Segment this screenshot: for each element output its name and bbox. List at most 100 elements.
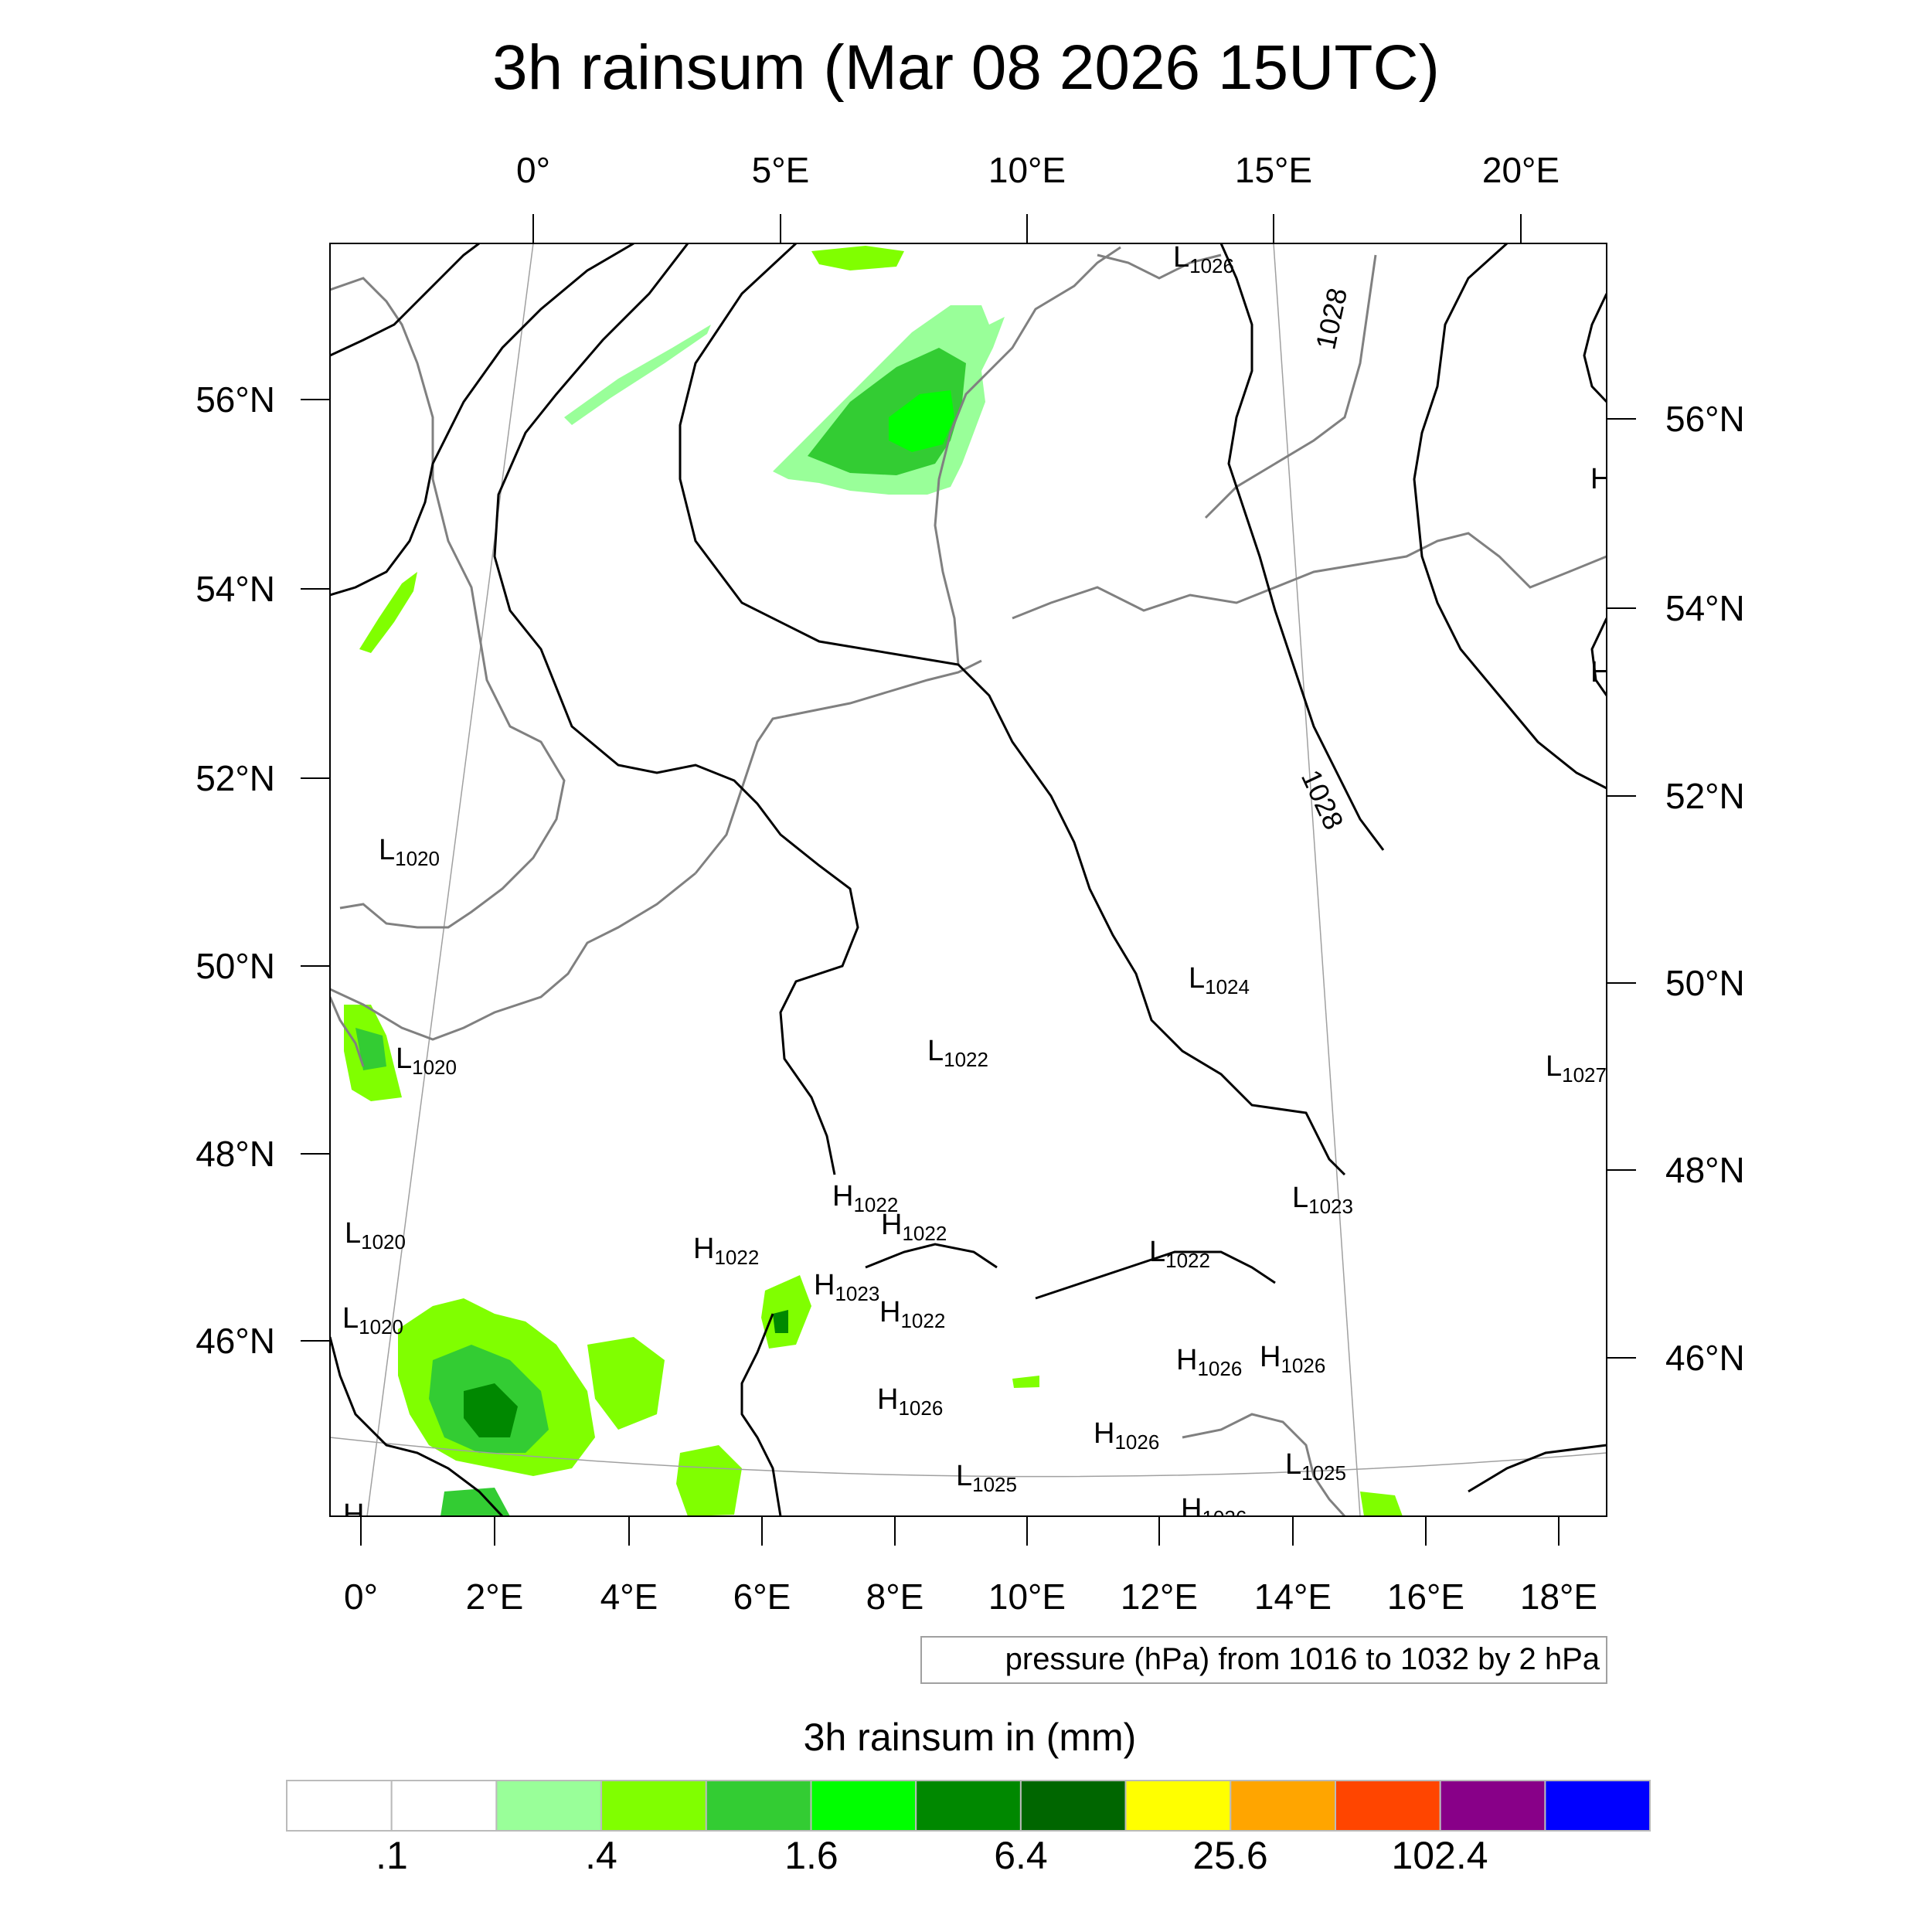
rain-area-top-strip — [811, 246, 904, 270]
pressure-center-label: L1025 — [1285, 1448, 1346, 1485]
isobar-11 — [865, 1243, 998, 1269]
rain-area-north-streak — [564, 325, 711, 425]
pressure-center-label: L1022 — [927, 1035, 988, 1071]
colorbar-box — [1124, 1780, 1232, 1832]
rain-area-channel-core — [355, 1028, 386, 1070]
colorbar-box — [810, 1780, 917, 1832]
pressure-center-label: H1026 — [877, 1383, 943, 1420]
left-axis: 56°N 54°N 52°N 50°N 48°N 46°N — [196, 379, 330, 1361]
pressure-center-label: H — [1590, 656, 1611, 689]
right-lat-label: 48°N — [1665, 1150, 1745, 1190]
left-lat-label: 48°N — [196, 1134, 275, 1174]
isobar-3 — [493, 243, 859, 1175]
left-lat-label: 46°N — [196, 1321, 275, 1361]
coast-uk-east — [330, 277, 566, 929]
rain-area-south-west — [440, 1488, 510, 1516]
map-background — [330, 243, 1607, 1516]
pressure-center-label: H1022 — [693, 1233, 759, 1269]
pressure-center-label: L1023 — [1292, 1182, 1353, 1218]
rain-area-southeast — [1360, 1492, 1403, 1516]
contour-info-box: pressure (hPa) from 1016 to 1032 by 2 hP… — [920, 1636, 1607, 1684]
pressure-center-label: L1020 — [342, 1302, 403, 1338]
colorbar-box — [495, 1780, 603, 1832]
pressure-center-label: H1023 — [814, 1269, 879, 1305]
coast-europe-west — [694, 659, 982, 874]
pressure-center-label: H1022 — [832, 1180, 898, 1216]
colorbar-box — [705, 1780, 812, 1832]
coast-norway — [1097, 253, 1222, 280]
isobar-8 — [1583, 293, 1607, 403]
bottom-lon-label: 10°E — [988, 1577, 1066, 1617]
top-lon-label: 15°E — [1235, 150, 1312, 190]
pressure-center-label: H1022 — [881, 1209, 947, 1245]
pressure-center-label: L1027 — [1546, 1050, 1607, 1087]
isobar-4 — [679, 243, 1346, 1176]
bottom-lon-label: 18°E — [1520, 1577, 1597, 1617]
map-panel: 1028 1028 L1026 L1020 L1020 L1024 L1022 … — [329, 243, 1611, 1529]
colorbar-title: 3h rainsum in (mm) — [804, 1716, 1137, 1759]
left-lat-label: 52°N — [196, 758, 275, 798]
isobar-12 — [1035, 1250, 1276, 1300]
right-axis: 56°N 54°N 52°N 50°N 48°N 46°N — [1607, 399, 1745, 1378]
pressure-center-label: L1024 — [1189, 962, 1250, 998]
pressure-center-label: L1020 — [379, 834, 440, 870]
coast-france-biscay — [330, 996, 365, 1067]
colorbar-box — [1019, 1780, 1127, 1832]
colorbar-tick-label: 25.6 — [1192, 1834, 1267, 1877]
colorbar-box — [600, 1780, 707, 1832]
pressure-centers: L1026 L1020 L1020 L1024 L1022 L1027 L102… — [342, 243, 1611, 1529]
isobar-6 — [1413, 243, 1607, 790]
bottom-lon-label: 8°E — [866, 1577, 924, 1617]
rain-area-france-dark — [464, 1383, 518, 1437]
right-lat-label: 56°N — [1665, 399, 1745, 439]
rain-area-north-sea-bright — [889, 390, 954, 452]
coast-adriatic — [1182, 1413, 1346, 1516]
left-lat-label: 50°N — [196, 946, 275, 986]
pressure-center-label: H — [1590, 463, 1611, 495]
colorbar-box — [390, 1780, 498, 1832]
left-lat-label: 54°N — [196, 569, 275, 609]
bottom-lon-label: 14°E — [1254, 1577, 1332, 1617]
top-axis: 0° 5°E 10°E 15°E 20°E — [516, 150, 1560, 243]
bottom-lon-label: 12°E — [1121, 1577, 1198, 1617]
precipitation-layer — [344, 246, 1403, 1516]
coast-uk-south — [330, 872, 696, 1041]
pressure-center-label: H1026 — [1181, 1493, 1247, 1529]
coast-sweden — [1204, 254, 1377, 519]
bottom-lon-label: 4°E — [600, 1577, 658, 1617]
rain-area-south-patch — [676, 1445, 742, 1516]
rain-area-alps-core — [773, 1310, 788, 1333]
isobar-9 — [1590, 617, 1607, 696]
bottom-axis: 0° 2°E 4°E 6°E 8°E 10°E 12°E 14°E 16°E 1… — [344, 1516, 1597, 1617]
contour-info-text: pressure (hPa) from 1016 to 1032 by 2 hP… — [1005, 1642, 1600, 1676]
colorbar-tick-label: 1.6 — [784, 1834, 838, 1877]
pressure-center-label: L1025 — [956, 1460, 1017, 1496]
colorbar-box — [915, 1780, 1022, 1832]
right-lat-label: 46°N — [1665, 1338, 1745, 1378]
colorbar-tick-label: 102.4 — [1391, 1834, 1488, 1877]
rain-area-uk-streak — [359, 572, 417, 653]
colorbar-tick-labels: .1 .4 1.6 6.4 25.6 102.4 — [376, 1834, 1488, 1877]
isobar-7 — [1468, 1444, 1607, 1493]
bottom-lon-label: 6°E — [733, 1577, 791, 1617]
isobar-5 — [1219, 243, 1385, 851]
top-lon-label: 10°E — [988, 150, 1066, 190]
coast-denmark-west — [934, 246, 1121, 665]
pressure-center-label: H1026 — [1260, 1341, 1325, 1377]
colorbar-tick-label: .1 — [376, 1834, 408, 1877]
coast-baltic — [1012, 532, 1607, 620]
pressure-center-label: H1022 — [879, 1296, 945, 1332]
rain-area-adriatic — [1012, 1376, 1039, 1388]
pressure-center-label: L1020 — [345, 1217, 406, 1253]
isobar-2 — [330, 243, 634, 597]
pressure-center-label: L1022 — [1149, 1236, 1210, 1272]
isobar-1 — [330, 243, 480, 357]
pressure-center-label: H1026 — [1094, 1417, 1159, 1454]
pressure-center-label: L1020 — [396, 1043, 457, 1079]
isobar-10 — [740, 1313, 782, 1516]
right-lat-label: 52°N — [1665, 776, 1745, 816]
isobar-13 — [330, 1336, 504, 1516]
graticule-lat-45n — [330, 1437, 1607, 1478]
colorbar-box — [1335, 1780, 1441, 1832]
